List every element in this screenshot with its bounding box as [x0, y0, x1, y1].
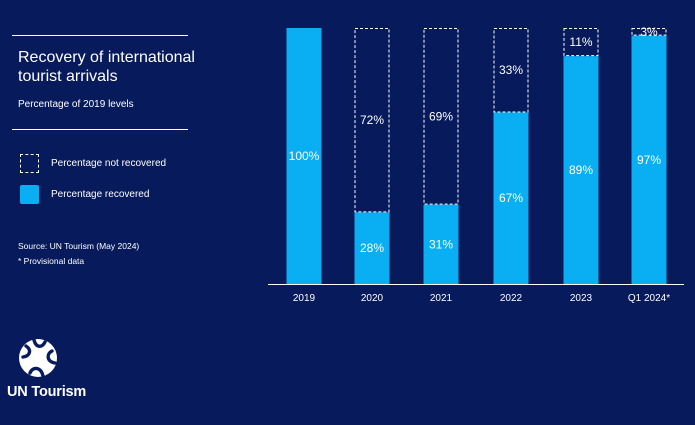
data-label-recovered: 31% — [429, 237, 453, 251]
legend-label-recovered: Percentage recovered — [51, 189, 150, 200]
data-label-recovered: 100% — [289, 149, 320, 163]
x-tick-label: 2022 — [500, 293, 523, 304]
bar-not-recovered — [354, 28, 390, 213]
chart-subtitle: Percentage of 2019 levels — [18, 99, 134, 110]
provisional-note: * Provisional data — [18, 256, 85, 266]
bar-recovered — [493, 112, 529, 284]
source-note: Source: UN Tourism (May 2024) — [18, 241, 140, 251]
data-label-not-recovered: 69% — [429, 109, 453, 123]
bar-not-recovered — [563, 28, 599, 57]
x-tick-label: 2019 — [293, 293, 316, 304]
bar-recovered — [563, 56, 599, 284]
data-label-not-recovered: 72% — [360, 113, 384, 127]
data-label-not-recovered: 33% — [499, 63, 523, 77]
logo-text: UN Tourism — [7, 384, 87, 400]
legend-label-not-recovered: Percentage not recovered — [51, 158, 167, 169]
subtitle-rule — [12, 129, 188, 130]
x-tick-label: 2023 — [570, 293, 593, 304]
legend-item-recovered: Percentage recovered — [20, 185, 149, 204]
bar-not-recovered — [631, 28, 667, 36]
bar-not-recovered — [423, 28, 459, 205]
legend-swatch-recovered — [20, 185, 39, 204]
data-label-not-recovered: 3% — [640, 25, 658, 39]
x-tick-label: 2020 — [361, 293, 384, 304]
data-label-recovered: 28% — [360, 241, 384, 255]
top-rule — [12, 35, 188, 36]
x-tick-label: Q1 2024* — [628, 293, 670, 304]
chart-title: Recovery of international tourist arriva… — [18, 49, 195, 85]
x-tick-label: 2021 — [430, 293, 453, 304]
legend-swatch-not-recovered — [20, 154, 39, 173]
un-tourism-logo-icon — [19, 338, 57, 378]
data-label-recovered: 97% — [637, 153, 661, 167]
data-label-not-recovered: 11% — [569, 35, 592, 49]
bar-recovered — [286, 28, 322, 284]
data-label-recovered: 67% — [499, 191, 523, 205]
bar-not-recovered — [493, 28, 529, 113]
bar-recovered — [423, 204, 459, 284]
bar-recovered — [354, 212, 390, 284]
bar-recovered — [631, 35, 667, 285]
legend-item-not-recovered: Percentage not recovered — [20, 154, 166, 173]
data-label-recovered: 89% — [569, 163, 593, 177]
